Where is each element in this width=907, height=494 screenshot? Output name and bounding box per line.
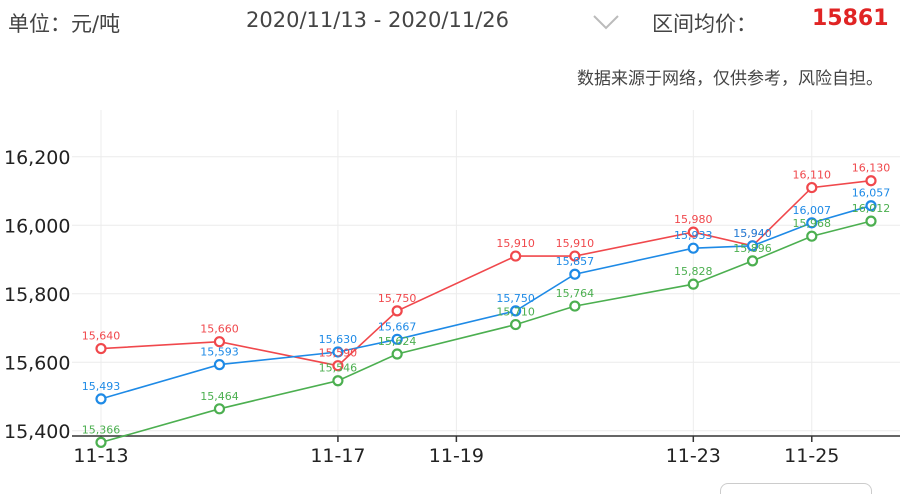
data-label-red: 15,910: [556, 237, 595, 250]
y-tick-label: 15,600: [4, 352, 70, 374]
data-point-green[interactable]: [865, 215, 877, 227]
data-point-red[interactable]: [510, 250, 522, 262]
data-point-blue[interactable]: [332, 346, 344, 358]
data-label-group: 15,640 15,660 15,590 15,750 15,910 15,910 15,9…: [82, 162, 891, 437]
data-label-green: 15,764: [556, 287, 595, 300]
x-tick-label: 11-23: [666, 445, 721, 467]
data-label-blue: 16,057: [852, 187, 891, 200]
data-point-green[interactable]: [332, 375, 344, 387]
data-label-blue: 15,593: [200, 346, 239, 359]
data-point-green[interactable]: [806, 230, 818, 242]
data-label-blue: 15,933: [674, 229, 713, 242]
data-point-blue[interactable]: [213, 359, 226, 371]
data-label-green: 15,968: [793, 217, 832, 230]
data-label-green: 15,896: [733, 242, 772, 255]
disclaimer-text: 数据来源于网络，仅供参考，风险自担。: [577, 69, 883, 89]
x-tick-label: 11-19: [429, 445, 484, 467]
data-point-blue[interactable]: [95, 393, 107, 405]
chevron-down-icon[interactable]: [590, 12, 622, 32]
chart-axes: 15,400 15,600 15,800 16,000 16,200 11-13 11-17…: [4, 147, 900, 467]
data-point-red[interactable]: [391, 305, 403, 317]
data-label-red: 16,130: [852, 162, 891, 175]
average-price-value: 15861: [812, 6, 889, 31]
data-label-blue: 16,007: [793, 204, 832, 217]
data-point-green[interactable]: [391, 348, 403, 360]
data-label-blue: 15,493: [82, 380, 121, 393]
data-label-blue: 15,667: [378, 320, 417, 333]
date-range-selector[interactable]: 2020/11/13 - 2020/11/26: [246, 8, 510, 32]
data-label-blue: 15,940: [733, 227, 772, 240]
data-point-red[interactable]: [569, 250, 581, 262]
data-label-red: 15,640: [82, 330, 121, 343]
data-label-green: 15,624: [378, 335, 417, 348]
data-point-red[interactable]: [687, 226, 699, 238]
data-label-green: 15,546: [319, 362, 358, 375]
data-label-red: 15,940: [733, 227, 772, 240]
y-tick-label: 15,400: [4, 421, 70, 443]
data-point-blue[interactable]: [569, 268, 581, 280]
chart-header: 单位：元/吨 2020/11/13 - 2020/11/26 区间均价： 158…: [0, 6, 907, 40]
data-label-red: 16,110: [793, 169, 832, 182]
x-tick-label: 11-13: [73, 445, 128, 467]
series-line-green: [100, 220, 872, 444]
data-label-blue: 15,857: [556, 255, 595, 268]
data-point-blue[interactable]: [746, 240, 759, 252]
data-label-red: 15,750: [378, 292, 417, 305]
data-point-red[interactable]: [95, 342, 107, 355]
data-point-blue[interactable]: [865, 200, 877, 212]
data-point-red[interactable]: [865, 175, 877, 187]
average-price-label: 区间均价：: [652, 12, 757, 36]
data-point-green[interactable]: [569, 300, 581, 312]
data-point-blue[interactable]: [687, 242, 699, 254]
data-point-red[interactable]: [213, 336, 226, 348]
data-point-green[interactable]: [95, 436, 107, 448]
data-label-red: 15,910: [496, 237, 535, 250]
y-tick-label: 16,200: [4, 147, 70, 169]
data-label-blue: 15,630: [319, 333, 358, 346]
data-label-green: 15,366: [82, 423, 121, 436]
data-point-green[interactable]: [510, 318, 522, 331]
data-point-blue[interactable]: [391, 333, 403, 345]
data-label-green: 15,828: [674, 265, 713, 278]
series-line-blue: [100, 204, 872, 400]
data-label-red: 15,980: [674, 213, 713, 226]
data-point-green[interactable]: [687, 278, 699, 290]
series-line-red: [100, 179, 872, 367]
data-label-blue: 15,750: [496, 292, 535, 305]
series-group: [95, 175, 877, 448]
x-tick-label: 11-17: [310, 445, 365, 467]
data-label-red: 15,590: [319, 347, 358, 360]
data-point-blue[interactable]: [510, 305, 522, 317]
data-point-green[interactable]: [213, 403, 226, 415]
data-label-green: 15,710: [496, 306, 535, 319]
data-label-green: 16,012: [852, 202, 891, 215]
data-point-red[interactable]: [806, 181, 818, 194]
y-tick-label: 15,800: [4, 284, 70, 306]
x-tick-label: 11-25: [784, 445, 839, 467]
data-point-green[interactable]: [746, 255, 759, 267]
data-point-blue[interactable]: [806, 217, 818, 229]
y-tick-label: 16,000: [4, 215, 70, 237]
data-label-red: 15,660: [200, 323, 239, 336]
data-label-green: 15,464: [200, 390, 239, 403]
data-point-red[interactable]: [332, 360, 344, 372]
grid-lines: [72, 110, 900, 436]
unit-label: 单位：元/吨: [8, 12, 121, 36]
bottom-handle[interactable]: [720, 483, 872, 494]
